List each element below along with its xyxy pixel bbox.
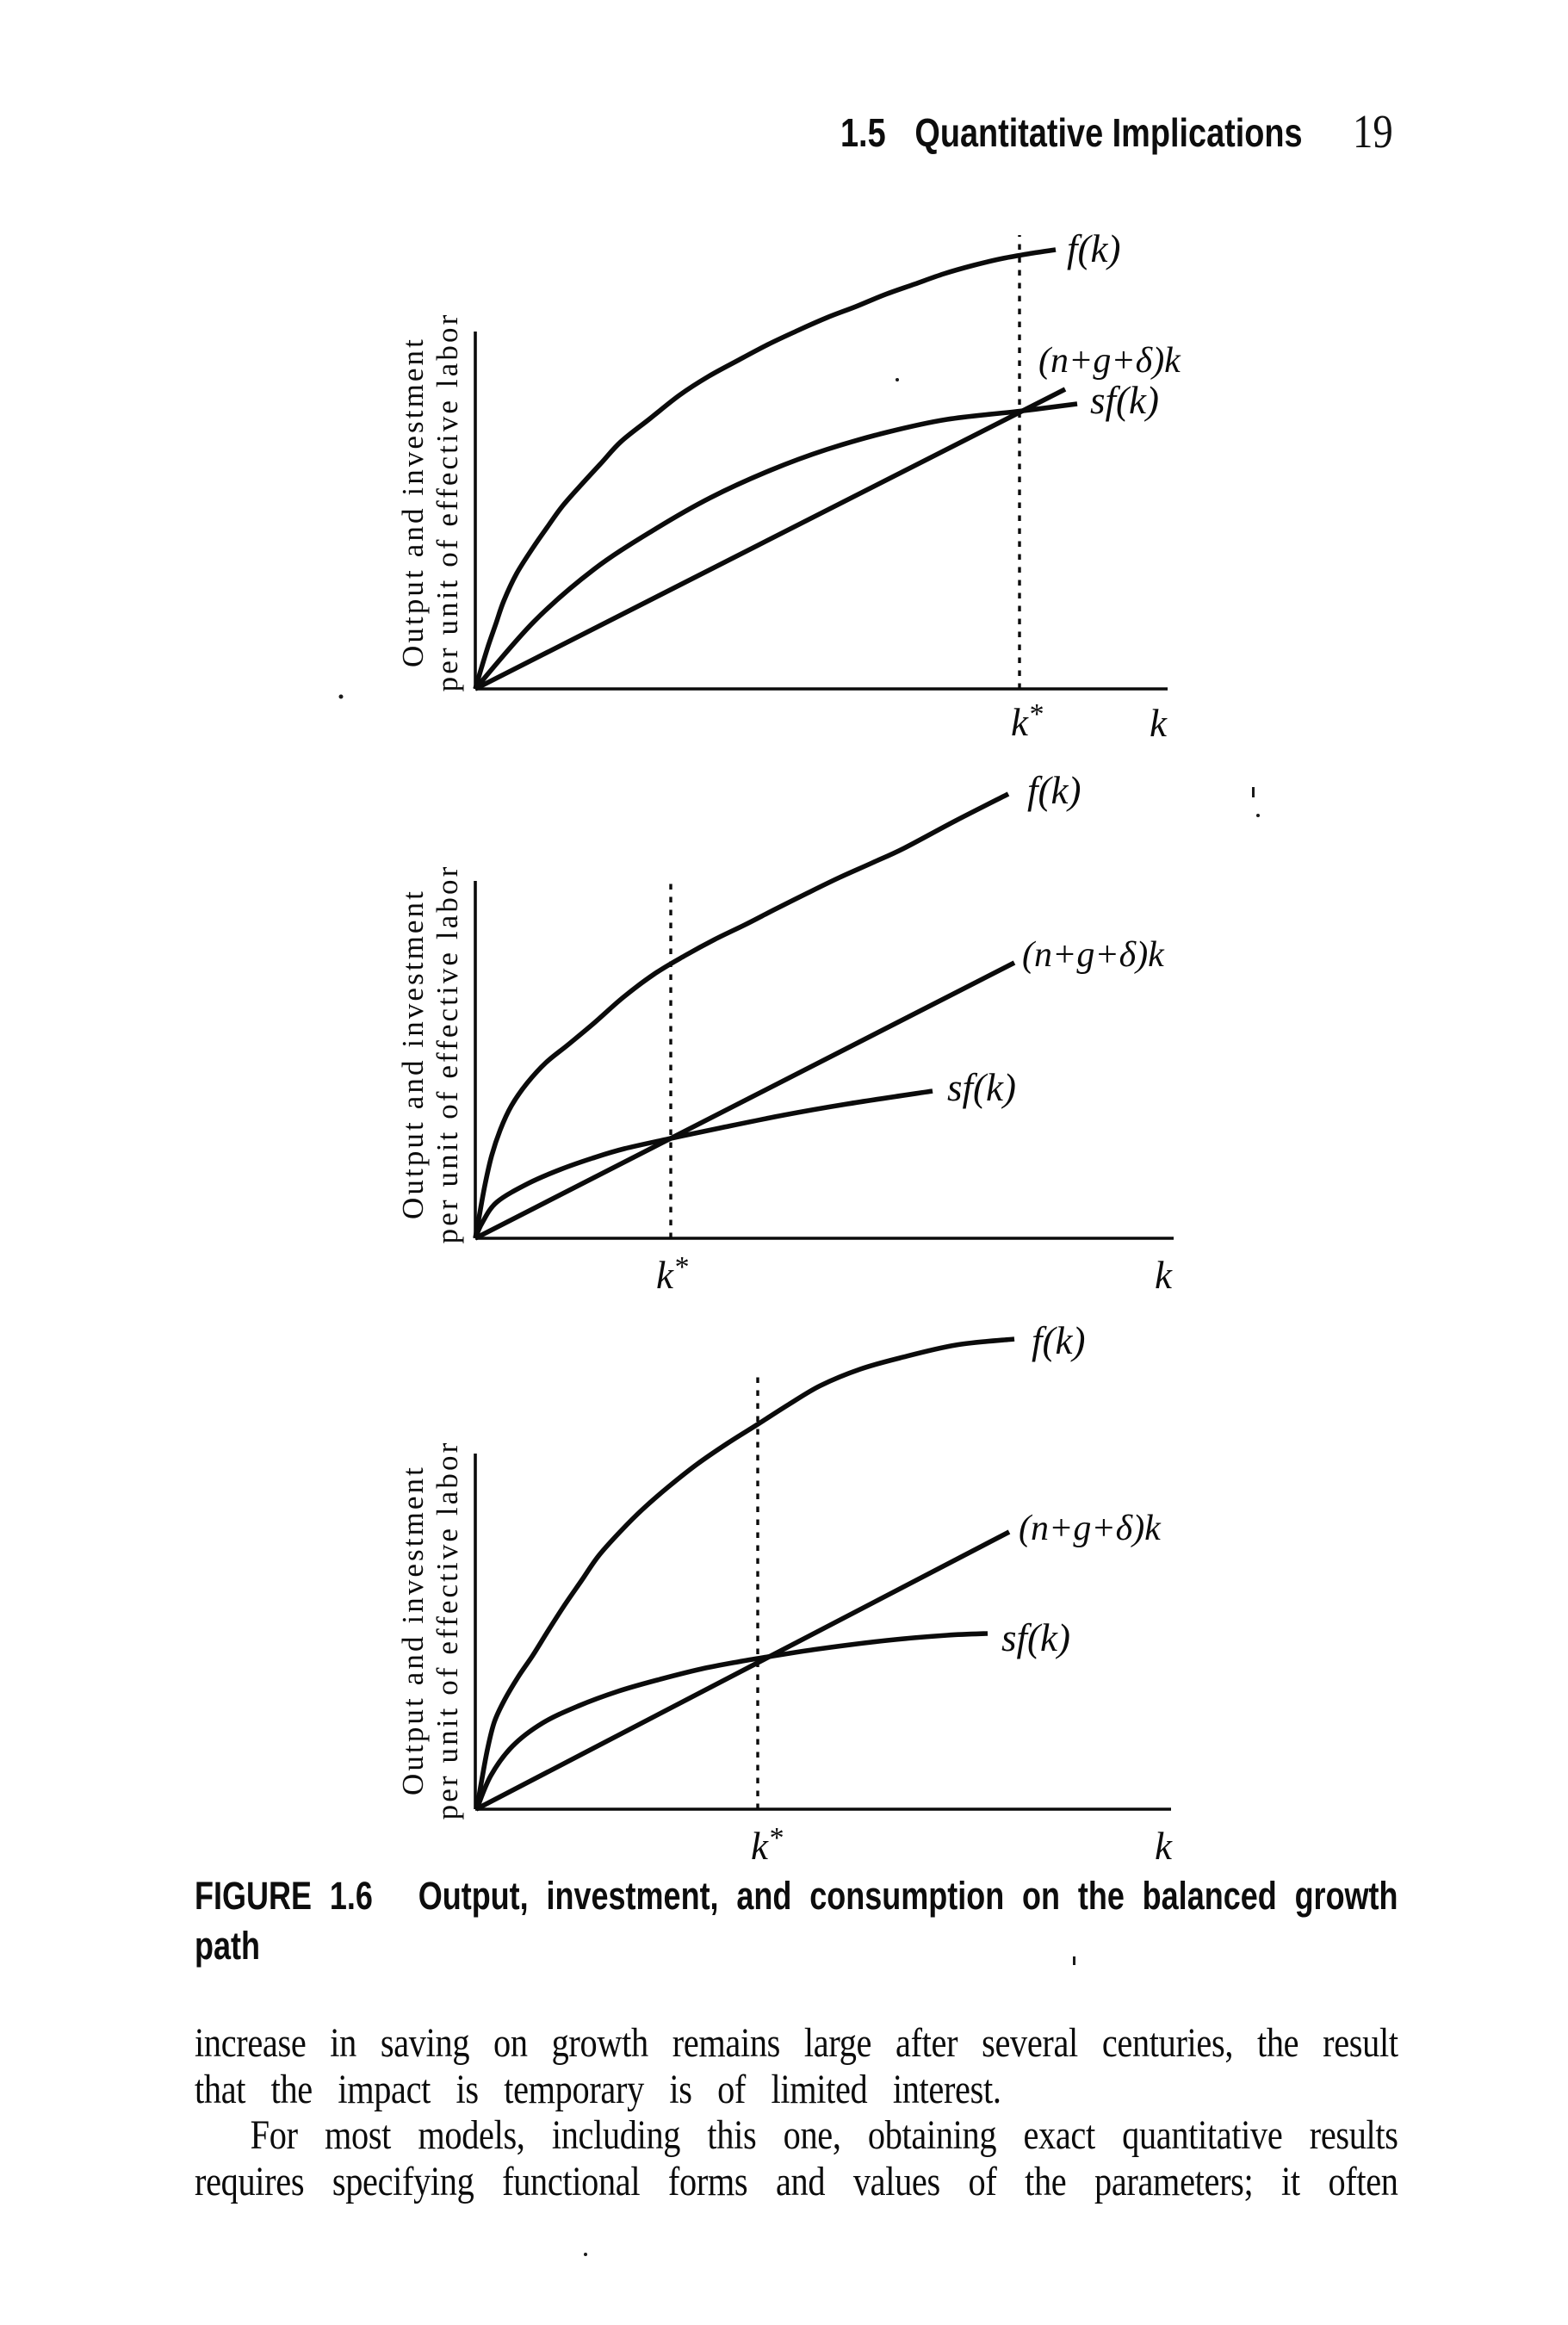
svg-text:per unit of effective labor: per unit of effective labor — [431, 313, 464, 692]
svg-text:k*: k* — [751, 1822, 783, 1868]
svg-text:sf(k): sf(k) — [1090, 379, 1159, 422]
svg-text:f(k): f(k) — [1067, 227, 1120, 270]
svg-text:per unit of effective labor: per unit of effective labor — [431, 1441, 464, 1820]
svg-text:(n+g+δ)k: (n+g+δ)k — [1038, 341, 1181, 381]
svg-text:Output and investment: Output and investment — [396, 337, 430, 667]
svg-text:sf(k): sf(k) — [1001, 1616, 1070, 1659]
svg-text:f(k): f(k) — [1027, 769, 1081, 812]
svg-text:(n+g+δ)k: (n+g+δ)k — [1022, 935, 1165, 975]
svg-text:k: k — [1155, 1254, 1173, 1297]
svg-text:k: k — [1155, 1825, 1173, 1868]
svg-text:Output and investment: Output and investment — [396, 889, 430, 1219]
svg-text:per unit of effective labor: per unit of effective labor — [431, 865, 464, 1244]
svg-text:f(k): f(k) — [1032, 1319, 1085, 1362]
svg-text:k*: k* — [1011, 698, 1043, 744]
svg-text:Output and investment: Output and investment — [396, 1465, 430, 1795]
svg-text:k: k — [1150, 702, 1168, 745]
svg-text:(n+g+δ)k: (n+g+δ)k — [1019, 1509, 1162, 1548]
svg-text:k*: k* — [656, 1251, 688, 1297]
svg-text:sf(k): sf(k) — [947, 1066, 1016, 1109]
